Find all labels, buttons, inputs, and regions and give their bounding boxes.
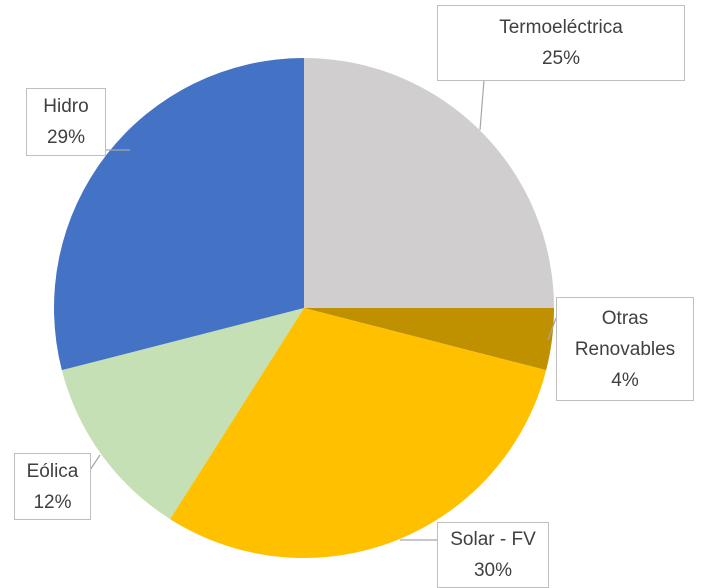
data-label: Solar - FV 30%	[437, 522, 549, 588]
callout-line	[89, 454, 101, 471]
category-label: Solar - FV	[450, 529, 536, 550]
data-label: Termoeléctrica 25%	[437, 5, 685, 81]
pie-slice	[170, 308, 547, 559]
callout-line	[547, 317, 557, 341]
value-label: 4%	[611, 369, 639, 391]
category-label: Otras Renovables	[574, 307, 676, 360]
category-label: Hidro	[43, 96, 89, 117]
value-label: 29%	[46, 127, 86, 148]
callout-line	[479, 79, 485, 131]
data-label: Otras Renovables 4%	[556, 297, 694, 401]
pie-slice	[53, 58, 305, 371]
pie-slice	[304, 58, 554, 308]
pie-slice	[304, 308, 554, 371]
value-label: 30%	[473, 560, 513, 581]
category-label: Termoeléctrica	[499, 17, 623, 38]
data-label: Hidro 29%	[26, 88, 106, 156]
category-label: Eólica	[26, 460, 79, 482]
value-label: 25%	[541, 48, 581, 69]
data-label: Eólica 12%	[14, 453, 91, 520]
pie-slice	[61, 308, 304, 520]
value-label: 12%	[33, 491, 72, 513]
